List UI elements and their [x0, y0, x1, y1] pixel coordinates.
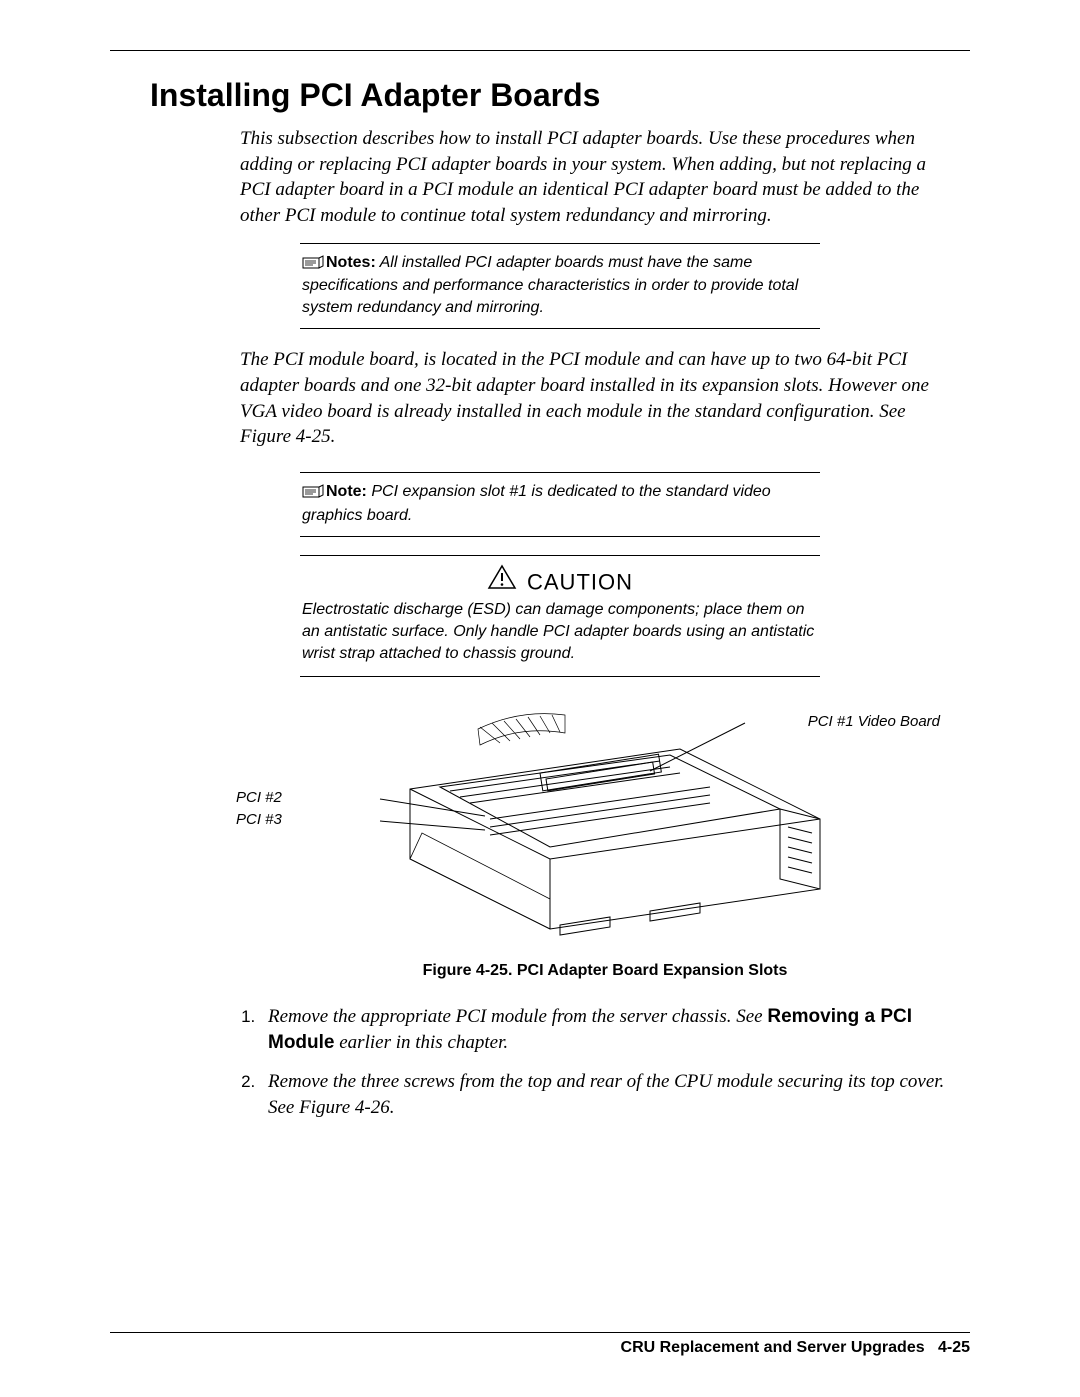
caution-rule-bottom [300, 676, 820, 677]
caution-text: CAUTION [527, 569, 633, 594]
callout-rule-bottom [300, 328, 820, 329]
mid-paragraph: The PCI module board, is located in the … [240, 347, 960, 450]
footer-section: CRU Replacement and Server Upgrades [621, 1339, 925, 1356]
warning-icon [487, 573, 527, 590]
figure-caption: Figure 4-25. PCI Adapter Board Expansion… [240, 962, 970, 980]
page-footer: CRU Replacement and Server Upgrades 4-25 [110, 1332, 970, 1357]
note-icon [302, 483, 324, 505]
step-1-text-b: earlier in this chapter. [335, 1032, 509, 1053]
pci-module-illustration [350, 699, 850, 939]
intro-paragraph: This subsection describes how to install… [240, 126, 960, 229]
notes-body: All installed PCI adapter boards must ha… [302, 254, 798, 316]
caution-callout: CAUTION Electrostatic discharge (ESD) ca… [300, 555, 820, 677]
caution-body: Electrostatic discharge (ESD) can damage… [300, 599, 820, 676]
caution-header: CAUTION [300, 556, 820, 599]
top-rule [110, 50, 970, 51]
page-title: Installing PCI Adapter Boards [150, 77, 970, 114]
note-icon [302, 254, 324, 276]
figure-label-pci1: PCI #1 Video Board [808, 713, 940, 730]
figure-label-pci3: PCI #3 [236, 811, 282, 828]
footer-page: 4-25 [938, 1339, 970, 1356]
notes-prefix: Notes: [326, 254, 376, 271]
notes-callout: Notes: All installed PCI adapter boards … [300, 243, 820, 330]
figure-area: PCI #2 PCI #3 PCI #1 Video Board [240, 699, 960, 944]
steps-list: Remove the appropriate PCI module from t… [260, 1004, 960, 1121]
callout-rule-bottom [300, 536, 820, 537]
step-1-text-a: Remove the appropriate PCI module from t… [268, 1006, 767, 1027]
note2-prefix: Note: [326, 483, 367, 500]
note2-body: PCI expansion slot #1 is dedicated to th… [302, 483, 771, 524]
step-1: Remove the appropriate PCI module from t… [260, 1004, 960, 1055]
note2-callout: Note: PCI expansion slot #1 is dedicated… [300, 472, 820, 537]
figure-label-pci2: PCI #2 [236, 789, 282, 806]
footer-rule [110, 1332, 970, 1333]
step-2: Remove the three screws from the top and… [260, 1069, 960, 1120]
